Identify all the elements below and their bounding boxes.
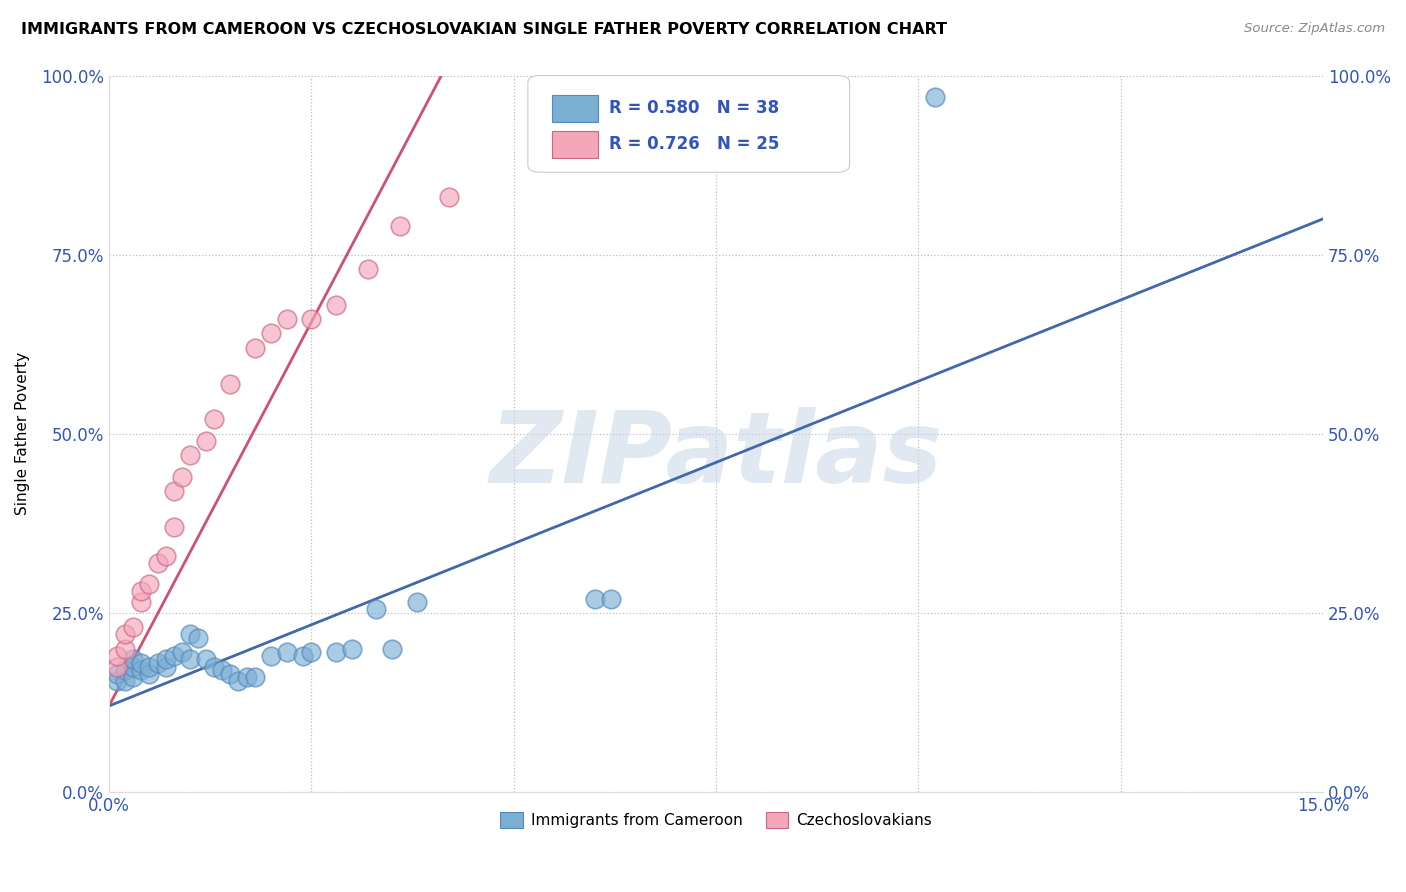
Point [340, 641, 363, 656]
Point [131, 584, 153, 599]
Point [599, 591, 621, 606]
Text: R = 0.580   N = 38: R = 0.580 N = 38 [609, 100, 779, 118]
Point [325, 298, 347, 312]
Point [114, 641, 136, 656]
Text: ZIPatlas: ZIPatlas [489, 407, 942, 504]
Point [170, 645, 193, 659]
Point [122, 670, 145, 684]
Point [138, 666, 160, 681]
Point [276, 645, 298, 659]
Point [235, 670, 257, 684]
Point [114, 663, 136, 677]
FancyBboxPatch shape [553, 131, 599, 158]
Point [357, 262, 380, 277]
Point [163, 520, 186, 534]
Point [170, 469, 193, 483]
Legend: Immigrants from Cameroon, Czechoslovakians: Immigrants from Cameroon, Czechoslovakia… [494, 806, 938, 835]
Point [122, 659, 145, 673]
Point [924, 90, 946, 104]
Point [131, 663, 153, 677]
Text: R = 0.726   N = 25: R = 0.726 N = 25 [609, 136, 779, 153]
Point [146, 556, 169, 570]
Point [105, 673, 128, 688]
Point [138, 577, 160, 591]
Point [179, 652, 201, 666]
Point [138, 659, 160, 673]
Point [219, 376, 242, 391]
Point [105, 659, 128, 673]
Point [381, 641, 404, 656]
Point [292, 648, 315, 663]
Point [243, 670, 266, 684]
Point [179, 627, 201, 641]
Point [299, 645, 322, 659]
Point [228, 673, 250, 688]
Point [389, 219, 412, 233]
FancyBboxPatch shape [553, 95, 599, 122]
Y-axis label: Single Father Poverty: Single Father Poverty [15, 352, 30, 516]
Point [122, 620, 145, 634]
Point [437, 190, 460, 204]
Text: IMMIGRANTS FROM CAMEROON VS CZECHOSLOVAKIAN SINGLE FATHER POVERTY CORRELATION CH: IMMIGRANTS FROM CAMEROON VS CZECHOSLOVAK… [21, 22, 948, 37]
Point [179, 448, 201, 462]
Point [146, 656, 169, 670]
Point [131, 656, 153, 670]
Point [163, 484, 186, 499]
Point [122, 652, 145, 666]
Point [583, 591, 606, 606]
Point [155, 659, 177, 673]
Point [155, 549, 177, 563]
Point [195, 434, 218, 448]
Point [299, 312, 322, 326]
Point [364, 602, 387, 616]
Point [131, 595, 153, 609]
Point [276, 312, 298, 326]
Text: Source: ZipAtlas.com: Source: ZipAtlas.com [1244, 22, 1385, 36]
Point [260, 648, 283, 663]
Point [260, 326, 283, 341]
Point [243, 341, 266, 355]
Point [114, 627, 136, 641]
Point [105, 666, 128, 681]
Point [163, 648, 186, 663]
Point [211, 663, 233, 677]
FancyBboxPatch shape [527, 76, 849, 172]
Point [105, 648, 128, 663]
Point [202, 412, 225, 426]
Point [219, 666, 242, 681]
Point [114, 673, 136, 688]
Point [155, 652, 177, 666]
Point [187, 631, 209, 645]
Point [202, 659, 225, 673]
Point [405, 595, 427, 609]
Point [325, 645, 347, 659]
Point [195, 652, 218, 666]
